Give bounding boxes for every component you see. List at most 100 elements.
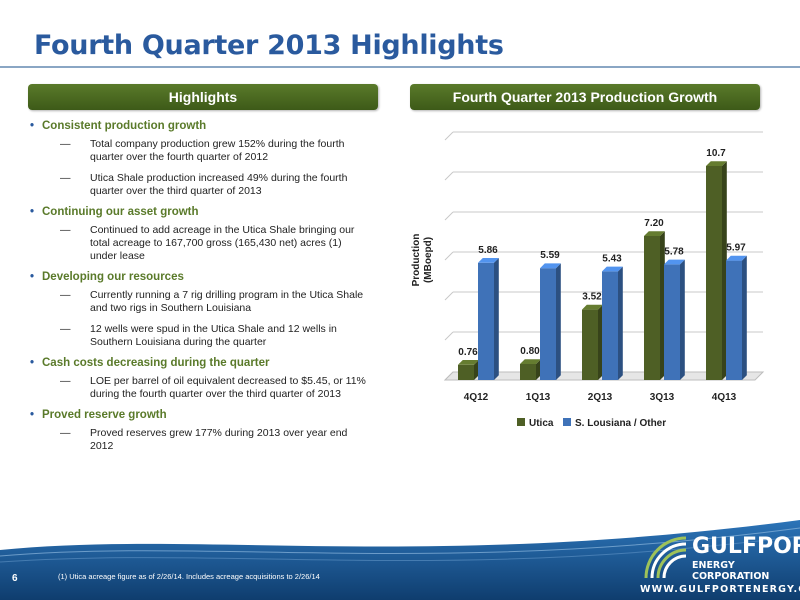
bar-top: [582, 304, 603, 310]
bar-side: [618, 266, 623, 380]
x-tick-label: 4Q12: [464, 392, 489, 403]
bar-top: [540, 263, 561, 269]
highlight-item: — Continued to add acreage in the Utica S…: [28, 224, 378, 263]
highlights-header: Highlights: [28, 84, 378, 110]
y-axis-label-line: (MBoepd): [423, 237, 434, 283]
gridline-diagonal: [444, 211, 454, 221]
x-tick-label: 3Q13: [650, 392, 675, 403]
highlight-item: — Proved reserves grew 177% during 2013 o…: [28, 427, 378, 453]
bar-utica: [706, 166, 722, 380]
highlight-heading: Cash costs decreasing during the quarter: [28, 357, 378, 369]
bar-s-louisiana: [478, 262, 494, 380]
highlight-item-text: Proved reserves grew 177% during 2013 ov…: [90, 427, 348, 452]
bar-top: [664, 259, 685, 265]
data-label: 5.97: [726, 243, 746, 254]
highlight-item: — Total company production grew 152% duri…: [28, 138, 378, 164]
bar-utica: [582, 309, 598, 380]
gridline-diagonal: [444, 171, 454, 181]
bar-side: [680, 259, 685, 380]
company-url: WWW.GULFPORTENERGY.COM: [640, 584, 800, 595]
legend-swatch: [563, 418, 571, 426]
title-divider: [0, 66, 800, 68]
highlight-item-text: LOE per barrel of oil equivalent decreas…: [90, 375, 366, 400]
highlight-item: — Utica Shale production increased 49% du…: [28, 172, 378, 198]
dash-marker: —: [60, 323, 71, 335]
highlight-item-text: 12 wells were spud in the Utica Shale an…: [90, 323, 337, 348]
gridline-diagonal: [444, 331, 454, 341]
data-label: 5.43: [602, 253, 622, 264]
bar-side: [536, 359, 541, 380]
dash-marker: —: [60, 375, 71, 387]
legend-label: Utica: [529, 418, 554, 429]
bar-s-louisiana: [664, 264, 680, 380]
page-title: Fourth Quarter 2013 Highlights: [34, 30, 504, 61]
bar-side: [722, 161, 727, 380]
data-label: 10.7: [706, 148, 726, 159]
bar-top: [726, 255, 747, 261]
highlight-item: — Currently running a 7 rig drilling prog…: [28, 289, 378, 315]
bar-s-louisiana: [602, 271, 618, 380]
highlight-heading: Proved reserve growth: [28, 409, 378, 421]
bar-s-louisiana: [726, 260, 742, 380]
bar-top: [478, 258, 499, 263]
bar-utica: [458, 364, 474, 380]
highlight-group: Consistent production growth — Total comp…: [28, 120, 378, 198]
highlight-item: — 12 wells were spud in the Utica Shale a…: [28, 323, 378, 349]
highlight-group: Continuing our asset growth — Continued t…: [28, 206, 378, 263]
data-label: 0.76: [458, 347, 478, 358]
bar-side: [474, 360, 479, 380]
x-tick-label: 1Q13: [526, 392, 551, 403]
footnote: (1) Utica acreage figure as of 2/26/14. …: [58, 572, 320, 581]
highlight-item-text: Utica Shale production increased 49% dur…: [90, 172, 348, 197]
highlight-item-text: Continued to add acreage in the Utica Sh…: [90, 224, 355, 262]
dash-marker: —: [60, 172, 71, 184]
bar-utica: [520, 364, 536, 380]
bar-side: [556, 263, 561, 380]
highlight-heading: Continuing our asset growth: [28, 206, 378, 218]
bar-side: [494, 258, 499, 380]
gulfport-logo-icon: [644, 536, 687, 579]
bar-top: [520, 359, 541, 364]
highlight-group: Proved reserve growth — Proved reserves g…: [28, 409, 378, 453]
highlight-heading: Developing our resources: [28, 271, 378, 283]
gridline-diagonal: [444, 291, 454, 301]
logo-subtitle: ENERGY CORPORATION: [692, 560, 770, 582]
highlight-item-text: Total company production grew 152% durin…: [90, 138, 345, 163]
highlight-group: Cash costs decreasing during the quarter…: [28, 357, 378, 401]
dash-marker: —: [60, 224, 71, 236]
legend-swatch: [517, 418, 525, 426]
highlight-group: Developing our resources — Currently runn…: [28, 271, 378, 349]
gridline-diagonal: [444, 131, 454, 141]
production-bar-chart: 0.76 5.86 4Q12 0.80 5.59 1Q13 3.52 5.43 2Q13 7.20…: [411, 131, 765, 429]
bar-top: [602, 266, 623, 272]
bar-side: [660, 231, 665, 380]
legend-label: S. Lousiana / Other: [575, 418, 666, 429]
data-label: 5.86: [478, 245, 498, 256]
bar-top: [706, 161, 727, 166]
x-tick-label: 4Q13: [712, 392, 737, 403]
dash-marker: —: [60, 138, 71, 150]
dash-marker: —: [60, 427, 71, 439]
bar-utica: [644, 236, 660, 380]
dash-marker: —: [60, 289, 71, 301]
data-label: 3.52: [582, 292, 602, 303]
y-axis-label-line: Production: [411, 234, 422, 287]
bar-top: [458, 360, 479, 365]
highlight-heading: Consistent production growth: [28, 120, 378, 132]
y-axis-label: Production(MBoepd): [411, 234, 434, 287]
highlight-item: — LOE per barrel of oil equivalent decrea…: [28, 375, 378, 401]
footer-wave: [0, 520, 800, 600]
highlights-list: Consistent production growth — Total comp…: [28, 120, 378, 461]
gridline-diagonal: [444, 251, 454, 261]
data-label: 5.78: [664, 246, 684, 257]
x-tick-label: 2Q13: [588, 392, 613, 403]
page-number: 6: [12, 573, 18, 584]
bar-s-louisiana: [540, 268, 556, 380]
bar-top: [644, 231, 665, 236]
logo-wordmark: GULFPORT: [692, 534, 800, 559]
highlight-item-text: Currently running a 7 rig drilling progr…: [90, 289, 364, 314]
data-label: 5.59: [540, 250, 560, 261]
bar-side: [742, 255, 747, 380]
data-label: 7.20: [644, 218, 664, 229]
production-chart-header: Fourth Quarter 2013 Production Growth: [410, 84, 760, 110]
